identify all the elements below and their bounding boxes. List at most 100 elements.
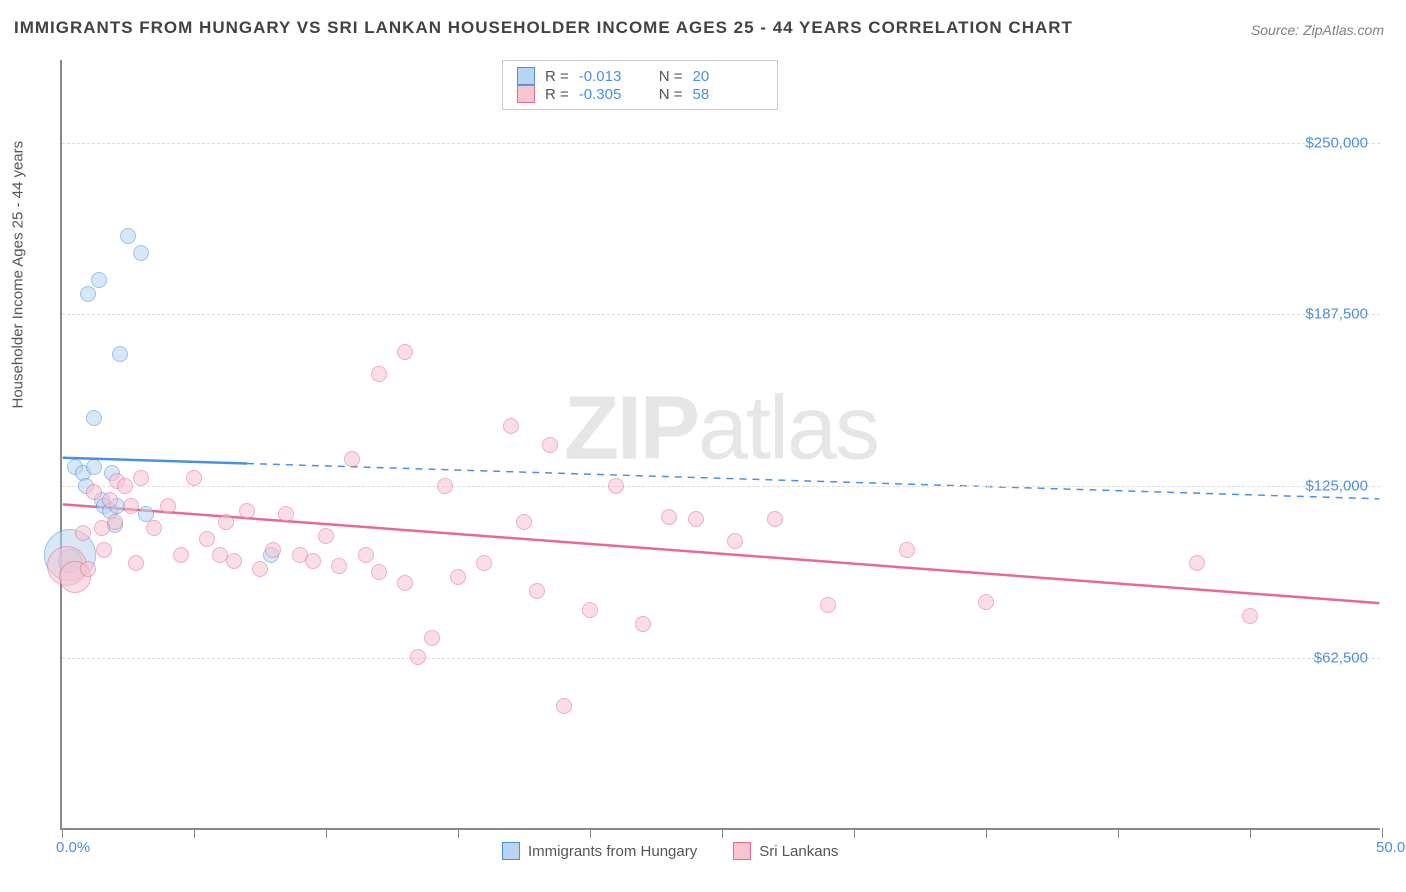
regression-lines — [62, 60, 1380, 828]
data-point — [80, 286, 96, 302]
data-point — [331, 558, 347, 574]
data-point — [688, 511, 704, 527]
data-point — [516, 514, 532, 530]
legend-stats-row: R = -0.013 N = 20 — [517, 67, 763, 85]
legend-n-value: 58 — [693, 86, 763, 103]
data-point — [239, 503, 255, 519]
legend-r-value: -0.305 — [579, 86, 649, 103]
legend-n-label: N = — [659, 86, 683, 103]
legend-swatch — [517, 67, 535, 85]
legend-swatch — [502, 842, 520, 860]
data-point — [371, 366, 387, 382]
y-tick-label: $125,000 — [1305, 478, 1368, 495]
data-point — [635, 616, 651, 632]
y-tick-label: $62,500 — [1314, 650, 1368, 667]
data-point — [146, 520, 162, 536]
legend-r-label: R = — [545, 68, 569, 85]
data-point — [727, 533, 743, 549]
x-tick — [590, 828, 591, 838]
legend-series: Immigrants from Hungary Sri Lankans — [502, 842, 838, 860]
data-point — [80, 561, 96, 577]
data-point — [820, 597, 836, 613]
data-point — [542, 437, 558, 453]
data-point — [410, 649, 426, 665]
data-point — [358, 547, 374, 563]
data-point — [117, 478, 133, 494]
data-point — [160, 498, 176, 514]
data-point — [608, 478, 624, 494]
data-point — [112, 346, 128, 362]
data-point — [767, 511, 783, 527]
data-point — [1189, 555, 1205, 571]
data-point — [397, 575, 413, 591]
data-point — [133, 245, 149, 261]
legend-stats: R = -0.013 N = 20 R = -0.305 N = 58 — [502, 60, 778, 110]
gridline — [62, 314, 1380, 315]
x-tick — [194, 828, 195, 838]
legend-n-label: N = — [659, 68, 683, 85]
data-point — [96, 542, 112, 558]
legend-label: Immigrants from Hungary — [528, 843, 697, 860]
data-point — [437, 478, 453, 494]
data-point — [371, 564, 387, 580]
x-tick — [1382, 828, 1383, 838]
data-point — [91, 272, 107, 288]
x-tick — [1250, 828, 1251, 838]
data-point — [397, 344, 413, 360]
data-point — [173, 547, 189, 563]
data-point — [75, 525, 91, 541]
data-point — [218, 514, 234, 530]
x-tick — [458, 828, 459, 838]
data-point — [102, 492, 118, 508]
data-point — [556, 698, 572, 714]
data-point — [120, 228, 136, 244]
x-tick — [62, 828, 63, 838]
data-point — [226, 553, 242, 569]
data-point — [128, 555, 144, 571]
data-point — [278, 506, 294, 522]
data-point — [450, 569, 466, 585]
x-tick — [722, 828, 723, 838]
x-tick-label: 0.0% — [56, 839, 90, 856]
data-point — [318, 528, 334, 544]
plot-area: ZIPatlas R =-0.013N =20R =-0.305N =58 Im… — [60, 60, 1380, 830]
data-point — [107, 514, 123, 530]
data-point — [86, 484, 102, 500]
watermark: ZIPatlas — [564, 377, 878, 480]
data-point — [503, 418, 519, 434]
y-tick-label: $250,000 — [1305, 134, 1368, 151]
data-point — [424, 630, 440, 646]
legend-r-label: R = — [545, 86, 569, 103]
legend-swatch — [517, 85, 535, 103]
y-axis-label: Householder Income Ages 25 - 44 years — [10, 141, 27, 409]
legend-r-value: -0.013 — [579, 68, 649, 85]
legend-n-value: 20 — [693, 68, 763, 85]
data-point — [476, 555, 492, 571]
source-attribution: Source: ZipAtlas.com — [1251, 22, 1384, 38]
data-point — [1242, 608, 1258, 624]
data-point — [252, 561, 268, 577]
data-point — [86, 459, 102, 475]
data-point — [661, 509, 677, 525]
data-point — [133, 470, 149, 486]
x-tick — [1118, 828, 1119, 838]
data-point — [529, 583, 545, 599]
y-tick-label: $187,500 — [1305, 306, 1368, 323]
data-point — [186, 470, 202, 486]
data-point — [123, 498, 139, 514]
legend-item: Sri Lankans — [733, 842, 838, 860]
gridline — [62, 486, 1380, 487]
data-point — [582, 602, 598, 618]
data-point — [305, 553, 321, 569]
legend-item: Immigrants from Hungary — [502, 842, 697, 860]
legend-label: Sri Lankans — [759, 843, 838, 860]
x-tick — [854, 828, 855, 838]
data-point — [86, 410, 102, 426]
data-point — [899, 542, 915, 558]
data-point — [978, 594, 994, 610]
gridline — [62, 658, 1380, 659]
legend-stats-row: R = -0.305 N = 58 — [517, 85, 763, 103]
x-tick — [326, 828, 327, 838]
x-tick — [986, 828, 987, 838]
data-point — [199, 531, 215, 547]
